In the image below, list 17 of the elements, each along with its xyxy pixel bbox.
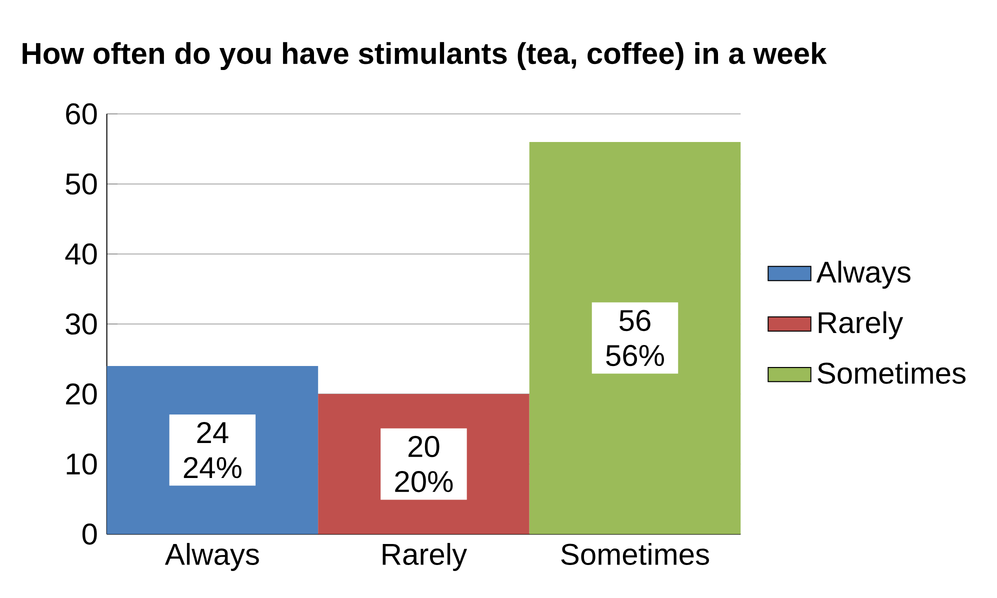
y-tick-label: 0	[82, 523, 97, 545]
x-tick-label: Rarely	[382, 542, 468, 571]
data-label: 24 24%	[184, 422, 242, 478]
y-tick-label: 10	[66, 453, 97, 475]
x-tick-label: Always	[164, 542, 259, 571]
y-tick-label: 50	[66, 173, 97, 194]
y-tick-label: 60	[66, 103, 97, 124]
y-tick-label: 20	[66, 383, 97, 405]
data-label: 56 56%	[606, 310, 664, 366]
y-tick-label: 40	[65, 243, 97, 265]
legend-label: Sometimes	[818, 362, 966, 384]
legend-label: Rarely	[818, 311, 904, 340]
data-label: 20 20%	[395, 436, 453, 492]
y-tick-label: 30	[66, 313, 97, 335]
legend-label: Always	[816, 260, 910, 289]
x-tick-label: Sometimes	[561, 542, 709, 565]
chart-title: How often do you have stimulants (tea, coffee) in a week	[22, 42, 827, 70]
